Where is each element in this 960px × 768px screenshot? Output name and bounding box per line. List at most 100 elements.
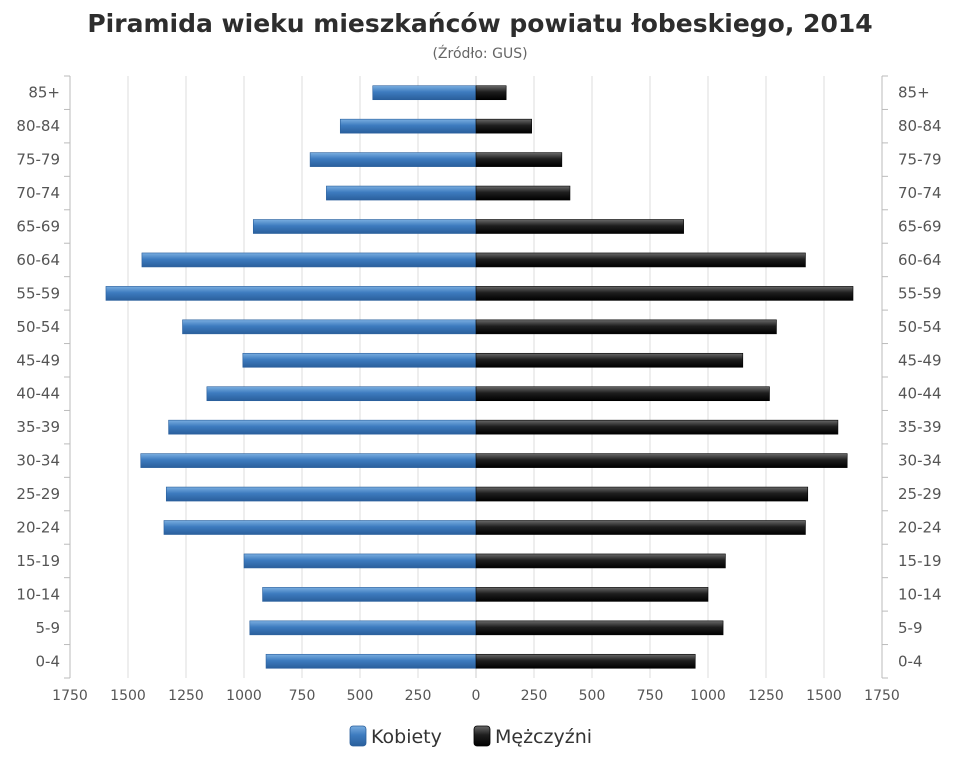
x-tick-label: 500 (347, 688, 374, 704)
age-label-right: 40-44 (898, 385, 942, 403)
age-label-left: 55-59 (16, 284, 60, 302)
bar-mezczyzni-30-34 (475, 453, 848, 468)
bar-kobiety-25-29 (165, 486, 477, 502)
bar-mezczyzni-85+ (475, 85, 507, 101)
age-label-right: 85+ (898, 84, 930, 102)
age-label-right: 75-79 (898, 151, 942, 169)
bar-kobiety-60-64 (141, 252, 477, 268)
x-tick-label: 1250 (168, 688, 204, 704)
age-label-left: 75-79 (16, 151, 60, 169)
age-label-left: 15-19 (16, 552, 60, 570)
bar-kobiety-5-9 (249, 620, 477, 636)
x-tick-label: 1500 (806, 688, 842, 704)
bar-kobiety-85+ (372, 85, 477, 101)
x-tick-label: 1000 (690, 688, 726, 704)
age-label-left: 80-84 (16, 117, 60, 135)
age-label-right: 50-54 (898, 318, 942, 336)
x-tick-label: 750 (637, 688, 664, 704)
bar-mezczyzni-80-84 (475, 118, 532, 134)
bar-mezczyzni-75-79 (475, 152, 563, 167)
x-tick-label: 750 (289, 688, 316, 704)
x-tick-label: 1250 (748, 688, 784, 704)
age-label-right: 10-14 (898, 585, 942, 603)
bar-mezczyzni-70-74 (475, 185, 571, 201)
bar-mezczyzni-60-64 (475, 252, 806, 268)
bar-mezczyzni-65-69 (475, 219, 684, 234)
age-label-right: 80-84 (898, 117, 942, 135)
x-tick-label: 1000 (226, 688, 262, 704)
grid-lines (127, 76, 825, 678)
age-label-right: 60-64 (898, 251, 942, 269)
age-label-right: 5-9 (898, 619, 923, 637)
bars (105, 85, 854, 669)
age-label-right: 70-74 (898, 184, 942, 202)
age-label-right: 20-24 (898, 519, 942, 537)
age-label-left: 60-64 (16, 251, 60, 269)
age-label-left: 35-39 (16, 418, 60, 436)
bar-mezczyzni-5-9 (475, 620, 724, 636)
chart-title: Piramida wieku mieszkańców powiatu łobes… (87, 9, 872, 38)
age-label-right: 35-39 (898, 418, 942, 436)
bar-mezczyzni-35-39 (475, 419, 839, 435)
chart-subtitle: (Źródło: GUS) (432, 44, 527, 62)
legend-label-mezczyzni: Mężczyźni (495, 726, 592, 748)
age-label-left: 30-34 (16, 452, 60, 470)
age-label-left: 40-44 (16, 385, 60, 403)
age-label-left: 85+ (28, 84, 60, 102)
age-label-left: 5-9 (36, 619, 61, 637)
age-label-left: 20-24 (16, 519, 60, 537)
bar-mezczyzni-40-44 (475, 386, 770, 402)
age-label-right: 45-49 (898, 351, 942, 369)
age-label-left: 45-49 (16, 351, 60, 369)
age-label-left: 25-29 (16, 485, 60, 503)
age-label-right: 65-69 (898, 218, 942, 236)
x-tick-label: 1750 (864, 688, 900, 704)
age-label-left: 50-54 (16, 318, 60, 336)
age-label-right: 25-29 (898, 485, 942, 503)
age-label-right: 55-59 (898, 284, 942, 302)
age-label-right: 0-4 (898, 652, 923, 670)
x-tick-label: 500 (579, 688, 606, 704)
age-label-right: 30-34 (898, 452, 942, 470)
age-labels-left: 85+ 80-84 75-79 70-74 65-69 60-64 55-59 50-54 45… (16, 84, 60, 671)
x-tick-label: 1500 (110, 688, 146, 704)
bar-kobiety-20-24 (163, 520, 477, 535)
bar-kobiety-70-74 (326, 185, 477, 201)
bar-kobiety-65-69 (252, 219, 477, 234)
bar-kobiety-55-59 (105, 286, 477, 301)
bar-mezczyzni-10-14 (475, 587, 709, 602)
bar-kobiety-10-14 (262, 587, 477, 602)
age-label-left: 10-14 (16, 585, 60, 603)
bar-mezczyzni-55-59 (475, 286, 854, 301)
age-label-left: 70-74 (16, 184, 60, 202)
legend-item-mezczyzni[interactable]: Mężczyźni (473, 725, 592, 748)
bar-mezczyzni-20-24 (475, 520, 806, 535)
bar-kobiety-40-44 (206, 386, 477, 402)
x-axis-tick-labels: 1750 1500 1250 1000 750 500 250 0 250 500 750 1000 1… (52, 688, 900, 704)
x-tick-label: 0 (472, 688, 481, 704)
bar-kobiety-80-84 (339, 118, 477, 134)
x-tick-label: 250 (405, 688, 432, 704)
axes (64, 75, 888, 679)
bar-kobiety-50-54 (182, 319, 477, 335)
legend-swatch-mezczyzni (473, 725, 491, 747)
age-label-left: 65-69 (16, 218, 60, 236)
legend[interactable]: Kobiety Mężczyźni (349, 725, 592, 748)
age-label-left: 0-4 (36, 652, 61, 670)
age-label-right: 15-19 (898, 552, 942, 570)
bar-kobiety-30-34 (140, 453, 477, 468)
legend-label-kobiety: Kobiety (371, 726, 442, 748)
bar-kobiety-35-39 (168, 419, 477, 435)
x-tick-label: 250 (521, 688, 548, 704)
bar-kobiety-15-19 (243, 553, 477, 569)
bar-kobiety-75-79 (309, 152, 477, 167)
x-tick-label: 1750 (52, 688, 88, 704)
bar-mezczyzni-15-19 (475, 553, 726, 569)
bar-kobiety-45-49 (242, 352, 477, 368)
bar-mezczyzni-0-4 (475, 653, 696, 669)
bar-mezczyzni-50-54 (475, 319, 777, 335)
legend-swatch-kobiety (349, 725, 367, 747)
bar-kobiety-0-4 (265, 653, 477, 669)
bar-mezczyzni-25-29 (475, 486, 809, 502)
legend-item-kobiety[interactable]: Kobiety (349, 725, 442, 748)
